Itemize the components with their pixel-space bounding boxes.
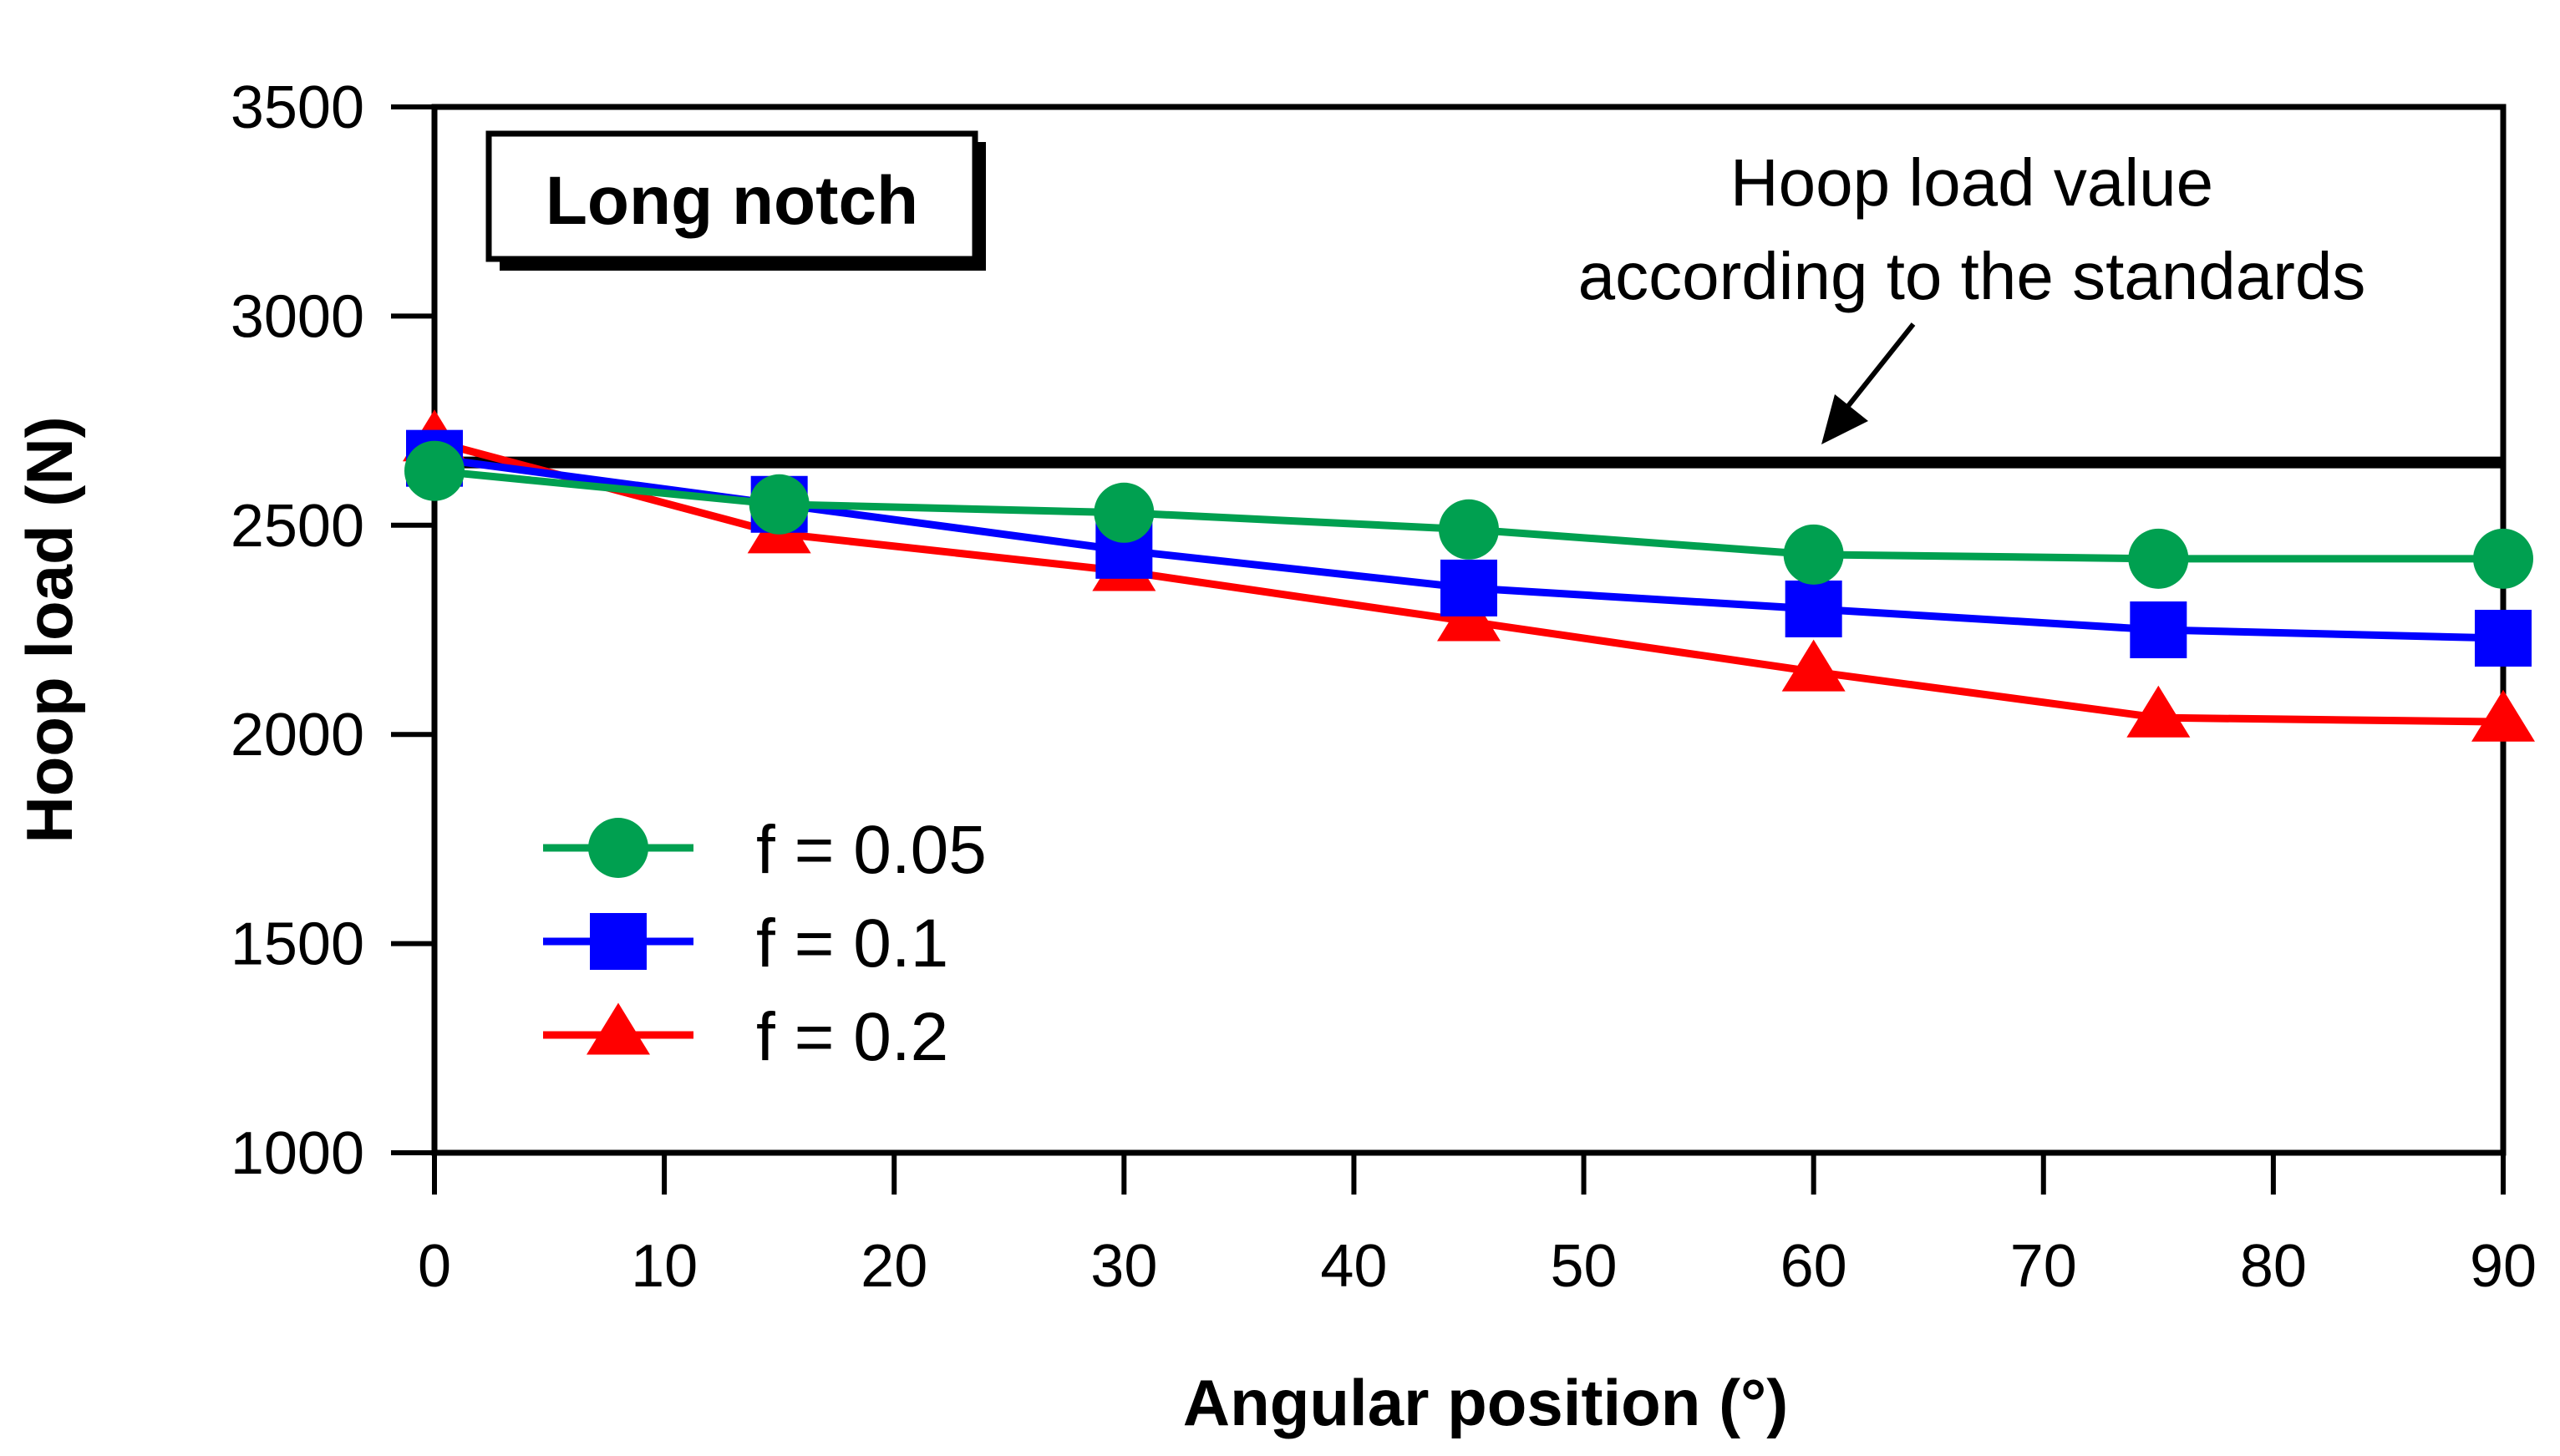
legend-marker-f-0-2 — [587, 1002, 650, 1055]
data-point-f-0-05 — [2473, 528, 2533, 589]
data-point-f-0-05 — [1783, 524, 1844, 585]
y-axis-title: Hoop load (N) — [13, 416, 86, 843]
legend-marker-f-0-05 — [588, 818, 648, 878]
standards-annotation-line2: according to the standards — [1578, 239, 2366, 313]
label-box — [485, 130, 978, 262]
standards-annotation-line1: Hoop load value — [1730, 145, 2213, 220]
legend-label-f-0-2: f = 0.2 — [756, 999, 948, 1075]
data-point-f-0-05 — [1439, 499, 1499, 560]
legend-label-f-0-05: f = 0.05 — [756, 812, 987, 888]
annotation-arrow-head — [1821, 394, 1868, 444]
legend-label-f-0-1: f = 0.1 — [756, 906, 948, 982]
x-tick-label: 70 — [2010, 1233, 2077, 1300]
data-point-f-0-05 — [404, 440, 465, 501]
x-tick-label: 20 — [861, 1233, 927, 1300]
data-point-f-0-05 — [1094, 482, 1155, 543]
x-tick-label: 60 — [1780, 1233, 1847, 1300]
x-tick-label: 50 — [1551, 1233, 1618, 1300]
y-tick-label: 3500 — [231, 74, 364, 141]
data-point-f-0-2 — [2471, 689, 2535, 742]
data-point-f-0-1 — [2130, 601, 2187, 658]
long-notch-label: Long notch — [546, 163, 918, 239]
x-tick-label: 0 — [418, 1233, 451, 1300]
data-point-f-0-1 — [1785, 580, 1842, 637]
y-tick-label: 1500 — [231, 911, 364, 978]
data-point-f-0-2 — [1781, 639, 1846, 692]
x-tick-label: 80 — [2240, 1233, 2307, 1300]
y-tick-label: 2500 — [231, 493, 364, 560]
annotation-arrow-shaft — [1846, 322, 1916, 408]
x-tick-label: 30 — [1090, 1233, 1157, 1300]
y-tick-label: 1000 — [231, 1120, 364, 1187]
x-tick-label: 90 — [2470, 1233, 2537, 1300]
data-point-f-0-05 — [2128, 528, 2189, 589]
x-axis-title: Angular position (°) — [1183, 1366, 1788, 1439]
data-point-f-0-05 — [749, 474, 810, 535]
data-point-f-0-1 — [1440, 559, 1497, 616]
y-tick-label: 3000 — [231, 283, 364, 350]
legend-marker-f-0-1 — [590, 913, 647, 970]
x-tick-label: 10 — [631, 1233, 698, 1300]
x-tick-label: 40 — [1320, 1233, 1387, 1300]
data-point-f-0-1 — [2475, 610, 2532, 667]
data-point-f-0-2 — [2126, 685, 2191, 738]
y-tick-label: 2000 — [231, 702, 364, 769]
